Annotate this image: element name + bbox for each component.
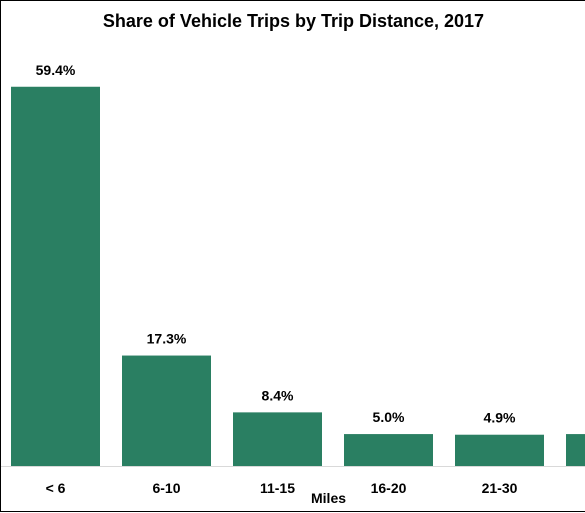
data-label-3: 8.4% <box>262 387 294 403</box>
x-tick-label-5: 21-30 <box>482 480 518 496</box>
bar-5 <box>455 434 544 466</box>
bar-2 <box>122 355 211 466</box>
x-axis-title: Miles <box>311 490 347 506</box>
bar-4 <box>344 434 433 466</box>
chart-title: Share of Vehicle Trips by Trip Distance,… <box>102 11 485 31</box>
data-label-4: 5.0% <box>373 409 405 425</box>
bar-1 <box>11 86 100 466</box>
x-tick-label-3: 11-15 <box>260 480 295 496</box>
x-tick-label-1: < 6 <box>46 480 66 496</box>
bar-3 <box>233 412 322 466</box>
data-label-5: 4.9% <box>484 410 516 426</box>
data-label-1: 59.4% <box>36 62 76 78</box>
bar-6 <box>566 434 585 466</box>
x-tick-label-2: 6-10 <box>152 480 180 496</box>
data-label-2: 17.3% <box>147 331 187 347</box>
x-tick-label-4: 16-20 <box>371 480 407 496</box>
